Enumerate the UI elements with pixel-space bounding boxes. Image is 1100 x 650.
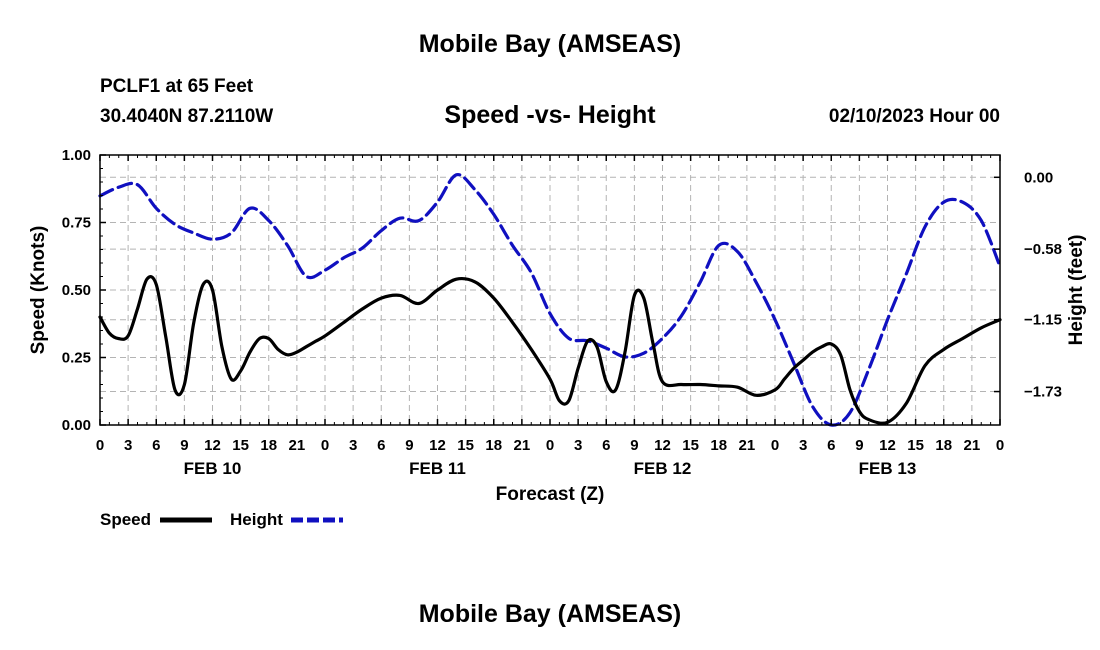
x-tick-label: 6: [152, 437, 160, 454]
y2-tick-label: 0.00: [1024, 169, 1053, 186]
station-label: PCLF1 at 65 Feet: [100, 76, 254, 97]
speed-series-line: [98, 275, 1002, 425]
x-tick-label: 9: [180, 437, 188, 454]
x-tick-label: 3: [574, 437, 582, 454]
x-tick-label: 15: [457, 437, 474, 454]
x-day-label: FEB 10: [184, 459, 242, 478]
chart-axes: 0 3 6 9 12 15 18 21 0 3 6 9 12 15 18 21 0 3 6 9 12 15 18 21 0 3 6 9…: [62, 147, 1062, 478]
x-tick-label: 12: [429, 437, 446, 454]
forecast-datetime: 02/10/2023 Hour 00: [828, 106, 1000, 127]
y-tick-label: 0.00: [62, 417, 91, 434]
chart-grid: [100, 155, 1000, 425]
station-coordinates: 30.4040N 87.2110W: [100, 106, 274, 127]
x-tick-label: 21: [514, 437, 531, 454]
x-tick-label: 9: [405, 437, 413, 454]
x-tick-label: 12: [204, 437, 221, 454]
y-axis-title-right: Height (feet): [1066, 235, 1087, 346]
y-tick-label: 0.25: [62, 350, 91, 367]
x-tick-label: 21: [739, 437, 756, 454]
x-tick-label: 9: [855, 437, 863, 454]
footer-title: Mobile Bay (AMSEAS): [418, 600, 682, 628]
x-tick-label: 18: [485, 437, 502, 454]
x-tick-label: 15: [907, 437, 924, 454]
y-axis-title-left: Speed (Knots): [28, 226, 49, 355]
x-tick-label: 18: [260, 437, 277, 454]
x-tick-label: 6: [377, 437, 385, 454]
chart-main-title: Mobile Bay (AMSEAS): [418, 30, 682, 58]
y2-tick-label: −1.15: [1024, 312, 1062, 329]
x-tick-label: 0: [996, 437, 1004, 454]
x-day-label: FEB 12: [634, 459, 692, 478]
x-tick-label: 15: [682, 437, 699, 454]
x-tick-label: 9: [630, 437, 638, 454]
chart-subtitle: Speed -vs- Height: [444, 101, 656, 129]
x-tick-label: 18: [710, 437, 727, 454]
x-tick-label: 3: [799, 437, 807, 454]
x-tick-label: 15: [232, 437, 249, 454]
x-tick-label: 3: [124, 437, 132, 454]
height-series-line: [98, 173, 1002, 427]
y-tick-label: 0.75: [62, 215, 91, 232]
legend-height-label: Height: [230, 510, 283, 529]
x-tick-label: 0: [771, 437, 779, 454]
series-layer: [98, 173, 1002, 427]
x-day-label: FEB 13: [859, 459, 917, 478]
x-tick-label: 3: [349, 437, 357, 454]
x-tick-label: 12: [879, 437, 896, 454]
x-tick-label: 0: [96, 437, 104, 454]
y2-tick-label: −0.58: [1024, 241, 1062, 258]
x-tick-label: 0: [321, 437, 329, 454]
x-tick-label: 0: [546, 437, 554, 454]
x-tick-label: 6: [602, 437, 610, 454]
x-tick-label: 18: [935, 437, 952, 454]
x-tick-label: 21: [289, 437, 306, 454]
x-tick-label: 21: [964, 437, 981, 454]
y-tick-label: 0.50: [62, 282, 91, 299]
y2-tick-label: −1.73: [1024, 384, 1062, 401]
x-day-label: FEB 11: [409, 459, 466, 478]
x-tick-label: 6: [827, 437, 835, 454]
y-tick-label: 1.00: [62, 147, 91, 164]
legend-speed-label: Speed: [100, 510, 152, 529]
x-axis-title: Forecast (Z): [496, 484, 605, 505]
x-tick-label: 12: [654, 437, 671, 454]
